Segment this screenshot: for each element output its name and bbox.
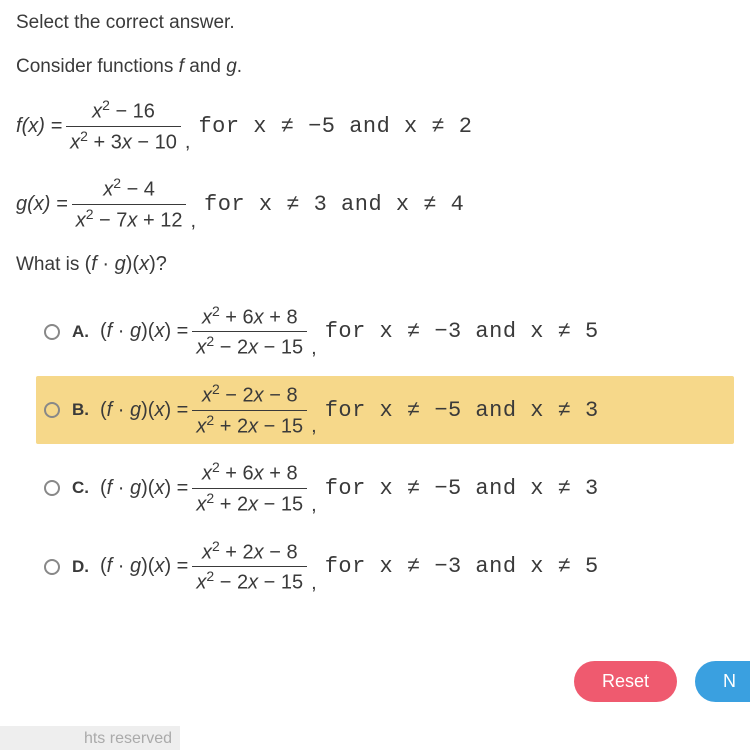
options-group: A. (f · g)(x) = x2 + 6x + 8 x2 − 2x − 15… <box>36 298 734 601</box>
footer-text: hts reserved <box>0 726 180 750</box>
opt-c-num: x2 + 6x + 8 <box>198 458 302 488</box>
option-c-math: (f · g)(x) = x2 + 6x + 8 x2 + 2x − 15 , … <box>100 458 599 518</box>
opt-b-den: x2 + 2x − 15 <box>192 410 307 441</box>
g-lhs: g(x) = <box>16 193 68 216</box>
option-b-math: (f · g)(x) = x2 − 2x − 8 x2 + 2x − 15 , … <box>100 380 599 440</box>
consider-text: Consider functions f and g. <box>16 56 734 78</box>
opt-b-cond: for x ≠ −5 and x ≠ 3 <box>325 398 599 423</box>
f-lhs: f(x) = <box>16 115 62 138</box>
opt-b-frac: x2 − 2x − 8 x2 + 2x − 15 <box>192 380 307 440</box>
option-letter-d: D. <box>72 557 100 577</box>
f-denominator: x2 + 3x − 10 <box>66 126 181 157</box>
opt-d-den: x2 − 2x − 15 <box>192 566 307 597</box>
button-row: Reset N <box>574 661 750 702</box>
option-b[interactable]: B. (f · g)(x) = x2 − 2x − 8 x2 + 2x − 15… <box>36 376 734 444</box>
opt-c-lhs: (f · g)(x) = <box>100 477 188 500</box>
opt-a-lhs: (f · g)(x) = <box>100 320 188 343</box>
opt-c-den: x2 + 2x − 15 <box>192 488 307 519</box>
option-a[interactable]: A. (f · g)(x) = x2 + 6x + 8 x2 − 2x − 15… <box>36 298 734 366</box>
opt-a-frac: x2 + 6x + 8 x2 − 2x − 15 <box>192 302 307 362</box>
opt-c-frac: x2 + 6x + 8 x2 + 2x − 15 <box>192 458 307 518</box>
opt-b-num: x2 − 2x − 8 <box>198 380 302 410</box>
option-letter-b: B. <box>72 400 100 420</box>
question-page: Select the correct answer. Consider func… <box>0 0 750 750</box>
instruction-text: Select the correct answer. <box>16 12 734 34</box>
opt-a-cond: for x ≠ −3 and x ≠ 5 <box>325 319 599 344</box>
g-denominator: x2 − 7x + 12 <box>72 204 187 235</box>
radio-a[interactable] <box>44 324 60 340</box>
opt-d-cond: for x ≠ −3 and x ≠ 5 <box>325 554 599 579</box>
g-numerator: x2 − 4 <box>99 174 159 204</box>
question-text: What is (f · g)(x)? <box>16 253 734 276</box>
opt-c-cond: for x ≠ −5 and x ≠ 3 <box>325 476 599 501</box>
f-condition: for x ≠ −5 and x ≠ 2 <box>198 114 472 139</box>
reset-button[interactable]: Reset <box>574 661 677 702</box>
opt-a-den: x2 − 2x − 15 <box>192 331 307 362</box>
f-numerator: x2 − 16 <box>88 96 159 126</box>
option-d-math: (f · g)(x) = x2 + 2x − 8 x2 − 2x − 15 , … <box>100 537 599 597</box>
radio-c[interactable] <box>44 480 60 496</box>
radio-b[interactable] <box>44 402 60 418</box>
g-fraction: x2 − 4 x2 − 7x + 12 <box>72 174 187 234</box>
opt-d-frac: x2 + 2x − 8 x2 − 2x − 15 <box>192 537 307 597</box>
option-d[interactable]: D. (f · g)(x) = x2 + 2x − 8 x2 − 2x − 15… <box>36 533 734 601</box>
f-fraction: x2 − 16 x2 + 3x − 10 <box>66 96 181 156</box>
comma: , <box>190 210 196 235</box>
radio-d[interactable] <box>44 559 60 575</box>
next-button[interactable]: N <box>695 661 750 702</box>
opt-b-lhs: (f · g)(x) = <box>100 399 188 422</box>
option-a-math: (f · g)(x) = x2 + 6x + 8 x2 − 2x − 15 , … <box>100 302 599 362</box>
opt-d-lhs: (f · g)(x) = <box>100 555 188 578</box>
opt-d-num: x2 + 2x − 8 <box>198 537 302 567</box>
option-letter-a: A. <box>72 322 100 342</box>
question-expression: (f · g)(x)? <box>85 253 167 275</box>
option-letter-c: C. <box>72 478 100 498</box>
option-c[interactable]: C. (f · g)(x) = x2 + 6x + 8 x2 + 2x − 15… <box>36 454 734 522</box>
comma: , <box>185 131 191 156</box>
function-g: g(x) = x2 − 4 x2 − 7x + 12 , for x ≠ 3 a… <box>16 174 734 234</box>
opt-a-num: x2 + 6x + 8 <box>198 302 302 332</box>
g-condition: for x ≠ 3 and x ≠ 4 <box>204 192 464 217</box>
function-f: f(x) = x2 − 16 x2 + 3x − 10 , for x ≠ −5… <box>16 96 734 156</box>
question-prefix: What is <box>16 254 85 275</box>
